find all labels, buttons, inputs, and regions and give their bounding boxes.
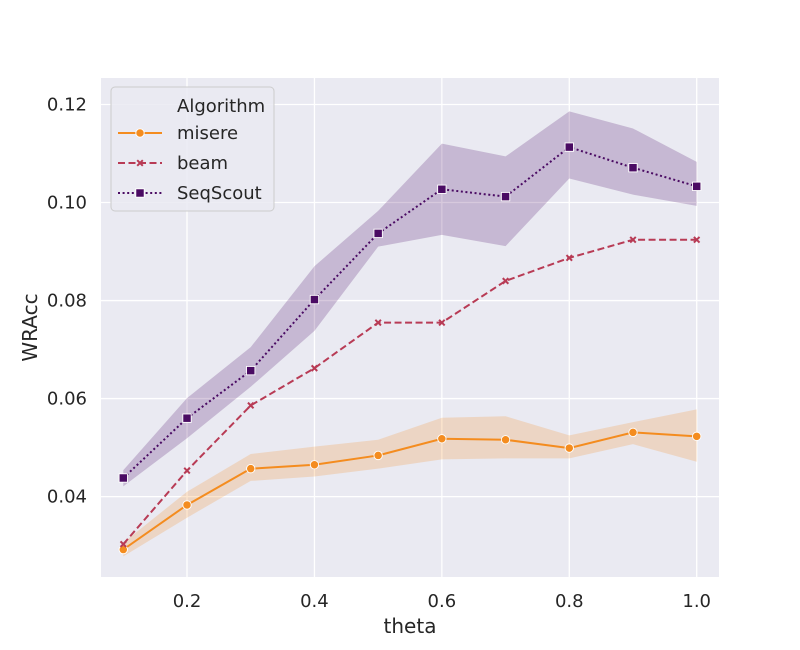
x-tick-label: 0.2 bbox=[173, 591, 202, 612]
data-point-beam bbox=[310, 364, 318, 372]
data-point-misere bbox=[373, 450, 383, 461]
data-point-misere bbox=[692, 431, 702, 441]
data-point-beam bbox=[502, 277, 510, 285]
data-point-beam bbox=[119, 540, 127, 548]
x-tick-label: 0.8 bbox=[555, 591, 584, 612]
y-tick-label: 0.06 bbox=[47, 389, 87, 410]
data-point-beam bbox=[693, 236, 701, 244]
y-tick-label: 0.10 bbox=[47, 193, 87, 214]
y-tick-label: 0.04 bbox=[47, 487, 87, 508]
data-point-seqscout bbox=[373, 228, 383, 239]
data-point-misere bbox=[437, 434, 447, 444]
data-point-seqscout bbox=[246, 365, 256, 376]
x-tick-label: 0.4 bbox=[300, 591, 329, 612]
data-point-seqscout bbox=[628, 163, 638, 173]
data-point-beam bbox=[438, 319, 446, 327]
confidence-band-seqscout bbox=[123, 111, 697, 487]
legend-marker-beam bbox=[136, 159, 144, 167]
x-tick-label: 0.6 bbox=[428, 591, 457, 612]
data-point-beam bbox=[374, 319, 382, 327]
data-point-seqscout bbox=[500, 191, 511, 202]
data-point-misere bbox=[564, 443, 574, 453]
data-point-misere bbox=[628, 427, 638, 438]
series-line-misere bbox=[122, 431, 697, 551]
legend: Algorithm misere beam SeqScout bbox=[110, 86, 275, 212]
data-point-seqscout bbox=[182, 413, 192, 423]
legend-items: misere beam SeqScout bbox=[118, 123, 262, 204]
data-point-seqscout bbox=[692, 181, 702, 191]
x-axis-label: theta bbox=[384, 614, 437, 638]
legend-label-misere: misere bbox=[177, 123, 238, 144]
series-lines bbox=[122, 146, 697, 551]
legend-marker-seqscout bbox=[135, 188, 145, 198]
data-point-misere bbox=[500, 435, 511, 445]
tick-labels: 0.2 0.4 0.6 0.8 1.0 0.04 0.06 0.08 0.10 0.12 bbox=[47, 94, 711, 612]
data-point-seqscout bbox=[309, 294, 320, 305]
data-point-misere bbox=[309, 460, 320, 470]
x-tick-label: 1.0 bbox=[682, 591, 711, 612]
data-point-beam bbox=[183, 467, 191, 475]
y-axis-label: WRAcc bbox=[18, 293, 42, 361]
legend-label-seqscout: SeqScout bbox=[177, 183, 262, 204]
y-tick-label: 0.08 bbox=[47, 291, 87, 312]
data-point-beam bbox=[629, 236, 637, 244]
series-line-beam bbox=[122, 238, 697, 545]
legend-label-beam: beam bbox=[177, 153, 228, 174]
series-markers bbox=[118, 142, 702, 555]
data-point-misere bbox=[246, 464, 256, 474]
data-point-seqscout bbox=[118, 473, 128, 483]
data-point-beam bbox=[247, 401, 255, 409]
legend-marker-misere bbox=[135, 128, 145, 138]
legend-box bbox=[110, 86, 275, 212]
series-line-seqscout bbox=[122, 146, 697, 479]
y-tick-label: 0.12 bbox=[47, 94, 87, 115]
data-point-misere bbox=[182, 500, 192, 510]
data-point-beam bbox=[565, 254, 573, 262]
data-point-seqscout bbox=[437, 184, 447, 194]
data-point-seqscout bbox=[564, 142, 574, 152]
legend-title: Algorithm bbox=[177, 96, 265, 117]
